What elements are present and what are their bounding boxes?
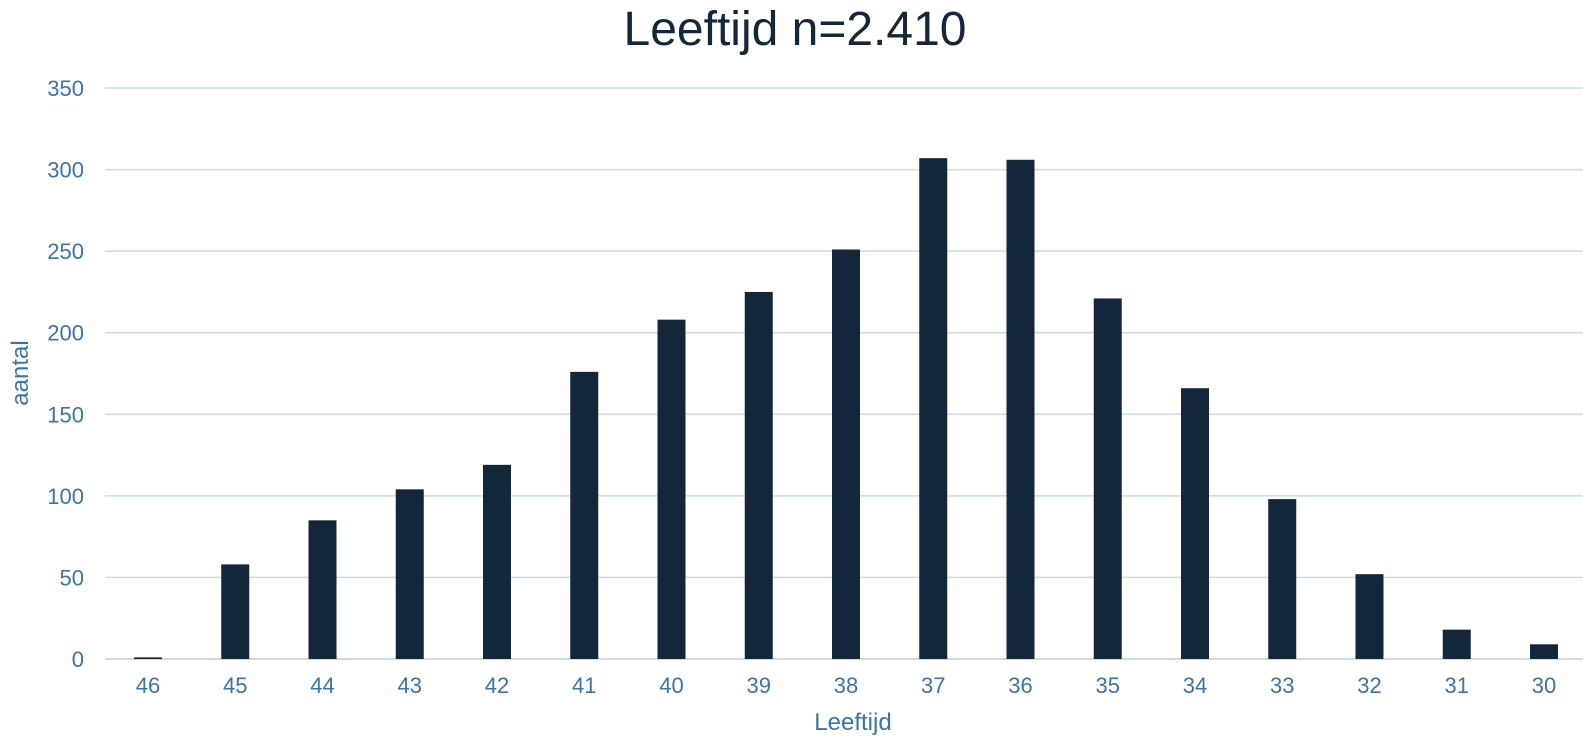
chart-title: Leeftijd n=2.410 <box>624 3 967 56</box>
bar-39 <box>744 291 773 659</box>
y-tick-label-200: 200 <box>47 321 84 346</box>
bar-46 <box>134 657 162 659</box>
y-tick-label-250: 250 <box>47 239 84 264</box>
bar-37 <box>919 158 948 659</box>
x-tick-label-31: 31 <box>1445 673 1469 698</box>
bar-30 <box>1530 644 1558 659</box>
bar-41 <box>570 371 599 659</box>
x-axis-label: Leeftijd <box>814 709 891 736</box>
x-tick-labels: 46 45 44 43 42 41 40 39 38 37 36 35 34 33 32 31 30 <box>136 673 1556 698</box>
x-tick-label-40: 40 <box>659 673 683 698</box>
bar-36 <box>1006 159 1035 660</box>
bar-33 <box>1268 499 1297 659</box>
y-axis-label: aantal <box>7 340 34 405</box>
x-tick-label-33: 33 <box>1270 673 1294 698</box>
bar-32 <box>1355 574 1384 659</box>
x-tick-label-36: 36 <box>1008 673 1032 698</box>
bar-43 <box>395 489 424 659</box>
bar-45 <box>221 564 250 659</box>
bar-31 <box>1442 629 1471 659</box>
x-tick-label-42: 42 <box>485 673 509 698</box>
x-tick-label-30: 30 <box>1532 673 1556 698</box>
bar-42 <box>483 464 511 659</box>
y-tick-label-300: 300 <box>47 158 84 183</box>
x-tick-label-37: 37 <box>921 673 945 698</box>
x-tick-label-41: 41 <box>572 673 596 698</box>
bar-40 <box>657 319 686 659</box>
y-tick-label-0: 0 <box>72 647 84 672</box>
x-tick-label-39: 39 <box>747 673 771 698</box>
bar-34 <box>1181 388 1209 659</box>
y-tick-label-350: 350 <box>47 76 84 101</box>
bar-35 <box>1093 298 1122 659</box>
x-tick-label-38: 38 <box>834 673 858 698</box>
y-tick-label-150: 150 <box>47 402 84 427</box>
bars <box>134 158 1558 660</box>
y-tick-labels: 0 50 100 150 200 250 300 350 <box>47 76 84 672</box>
x-tick-label-32: 32 <box>1357 673 1381 698</box>
x-tick-label-45: 45 <box>223 673 247 698</box>
y-tick-label-50: 50 <box>60 565 84 590</box>
bar-38 <box>832 249 860 660</box>
x-tick-label-46: 46 <box>136 673 160 698</box>
x-tick-label-44: 44 <box>310 673 334 698</box>
x-tick-label-34: 34 <box>1183 673 1207 698</box>
x-tick-label-35: 35 <box>1096 673 1120 698</box>
bar-44 <box>308 520 337 659</box>
x-tick-label-43: 43 <box>398 673 422 698</box>
y-tick-label-100: 100 <box>47 484 84 509</box>
